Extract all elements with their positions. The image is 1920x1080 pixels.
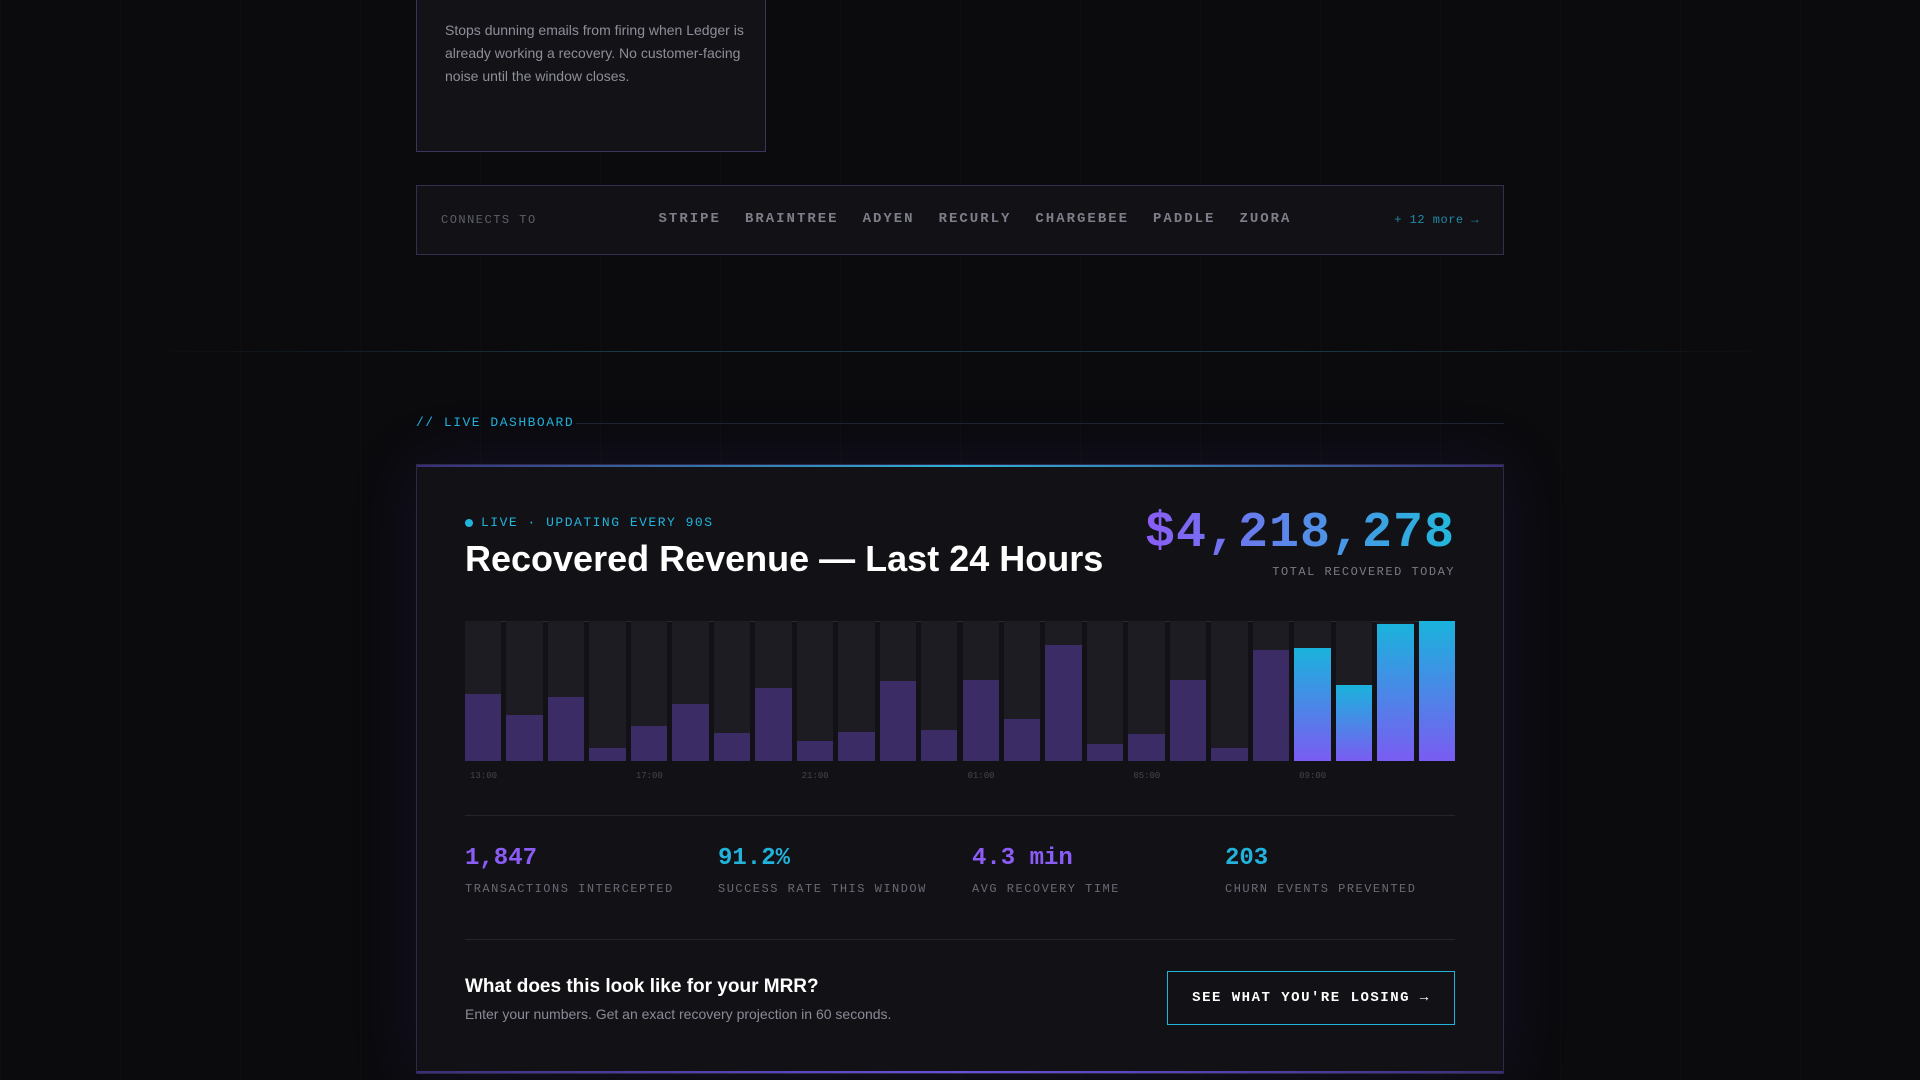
chart-bar-slot xyxy=(630,621,668,761)
feature-description: Stops dunning emails from firing when Le… xyxy=(445,22,744,84)
chart-bar-slot xyxy=(1169,621,1207,761)
chart-bar-slot xyxy=(547,621,585,761)
provider-list: STRIPE BRAINTREE ADYEN RECURLY CHARGEBEE… xyxy=(417,211,1503,227)
chart-bar-slot xyxy=(755,621,792,761)
chart-bar xyxy=(506,714,543,761)
stat-label: SUCCESS RATE THIS WINDOW xyxy=(718,882,927,896)
chart-bar-slot xyxy=(1086,621,1124,761)
section-divider xyxy=(150,351,1770,352)
chart-x-axis: 13:00 17:00 21:00 01:00 05:00 09:00 xyxy=(465,771,1455,785)
recovered-revenue-chart xyxy=(465,621,1455,761)
chart-bar xyxy=(921,730,958,761)
total-recovered-value: $4,218,278 xyxy=(1144,505,1455,562)
chart-bar-slot xyxy=(465,621,502,761)
cta-heading: What does this look like for your MRR? xyxy=(465,976,819,997)
chart-bar-slot xyxy=(921,621,958,761)
chart-bar xyxy=(755,688,792,761)
total-recovered-label: TOTAL RECOVERED TODAY xyxy=(1272,565,1455,579)
stat-label: TRANSACTIONS INTERCEPTED xyxy=(465,882,674,896)
live-indicator: LIVE · UPDATING EVERY 90S xyxy=(465,515,714,530)
chart-bar xyxy=(879,681,917,761)
section-label: // LIVE DASHBOARD xyxy=(416,415,575,430)
integrations-label: CONNECTS TO xyxy=(441,213,537,227)
chart-bar xyxy=(962,679,999,761)
dashboard-title: Recovered Revenue — Last 24 Hours xyxy=(465,538,1104,579)
chart-x-tick-label: 09:00 xyxy=(1299,771,1327,781)
chart-bar-slot xyxy=(1252,621,1290,761)
chart-bar xyxy=(547,696,585,761)
chart-x-tick-label: 05:00 xyxy=(1133,771,1161,781)
chart-bar-slot xyxy=(1045,621,1082,761)
chart-bar xyxy=(1294,647,1331,761)
chart-x-tick-label: 21:00 xyxy=(801,771,829,781)
chart-bar xyxy=(672,703,709,761)
chart-bar-slot xyxy=(1418,621,1455,761)
stat-transactions: 1,847 TRANSACTIONS INTERCEPTED xyxy=(465,845,674,896)
chart-bar-slot xyxy=(838,621,875,761)
chart-top-rule xyxy=(465,621,1455,622)
stat-recovery-time: 4.3 min AVG RECOVERY TIME xyxy=(972,845,1120,896)
chart-bar-slot xyxy=(1128,621,1165,761)
see-losses-button[interactable]: SEE WHAT YOU'RE LOSING → xyxy=(1167,971,1455,1025)
integrations-bar: CONNECTS TO STRIPE BRAINTREE ADYEN RECUR… xyxy=(416,185,1504,255)
chart-bar-slot xyxy=(1377,621,1414,761)
chart-bar-slot xyxy=(506,621,543,761)
chart-bar xyxy=(1086,744,1124,761)
chart-bar-slot xyxy=(962,621,999,761)
chart-bar xyxy=(1169,679,1207,761)
more-integrations-link[interactable]: + 12 more → xyxy=(1394,213,1479,227)
chart-bar xyxy=(630,726,668,761)
chart-bar-slot xyxy=(796,621,834,761)
provider-stripe: STRIPE xyxy=(658,211,721,227)
chart-x-tick-label: 13:00 xyxy=(470,771,498,781)
chart-bar-slot xyxy=(1335,621,1373,761)
stats-divider-top xyxy=(465,815,1455,816)
chart-bar xyxy=(1418,621,1455,761)
provider-zuora: ZUORA xyxy=(1239,211,1292,227)
stat-success-rate: 91.2% SUCCESS RATE THIS WINDOW xyxy=(718,845,927,896)
cta-divider xyxy=(465,939,1455,940)
chart-bar-slot xyxy=(672,621,709,761)
chart-bar xyxy=(589,748,626,761)
cta-subtext: Enter your numbers. Get an exact recover… xyxy=(465,1006,892,1022)
provider-recurly: RECURLY xyxy=(938,211,1012,227)
live-status-text: LIVE · UPDATING EVERY 90S xyxy=(481,515,714,530)
provider-braintree: BRAINTREE xyxy=(744,211,839,227)
chart-bar-slot xyxy=(879,621,917,761)
chart-bar xyxy=(838,731,875,761)
live-dot-icon xyxy=(465,518,473,527)
chart-bar xyxy=(1377,623,1414,761)
provider-adyen: ADYEN xyxy=(862,211,915,227)
chart-bar xyxy=(1335,685,1373,761)
card-top-accent xyxy=(417,465,1503,467)
chart-bar xyxy=(796,741,834,761)
stat-value: 91.2% xyxy=(718,845,791,872)
provider-paddle: PADDLE xyxy=(1153,211,1216,227)
feature-card: Stops dunning emails from firing when Le… xyxy=(416,0,766,152)
chart-bar-slot xyxy=(589,621,626,761)
chart-bar xyxy=(1003,719,1041,761)
section-label-rule xyxy=(576,423,1504,424)
chart-bar xyxy=(465,693,502,761)
chart-bar-slot xyxy=(1211,621,1248,761)
live-dashboard-card: LIVE · UPDATING EVERY 90S Recovered Reve… xyxy=(416,464,1504,1074)
provider-chargebee: CHARGEBEE xyxy=(1035,211,1130,227)
stat-churn-prevented: 203 CHURN EVENTS PREVENTED xyxy=(1225,845,1416,896)
chart-bar xyxy=(1252,650,1290,761)
stat-value: 1,847 xyxy=(465,845,538,872)
stat-label: AVG RECOVERY TIME xyxy=(972,882,1120,896)
chart-bar xyxy=(1211,748,1248,761)
stat-label: CHURN EVENTS PREVENTED xyxy=(1225,882,1417,896)
chart-bar xyxy=(713,733,751,761)
chart-x-tick-label: 17:00 xyxy=(635,771,663,781)
chart-bar-slot xyxy=(1003,621,1041,761)
stat-value: 4.3 min xyxy=(972,845,1073,872)
chart-x-tick-label: 01:00 xyxy=(967,771,995,781)
chart-bar xyxy=(1128,734,1165,761)
chart-bar xyxy=(1045,644,1082,761)
stat-value: 203 xyxy=(1225,845,1269,872)
chart-bar-slot xyxy=(713,621,751,761)
card-bottom-accent xyxy=(417,1071,1503,1073)
chart-bar-slot xyxy=(1294,621,1331,761)
